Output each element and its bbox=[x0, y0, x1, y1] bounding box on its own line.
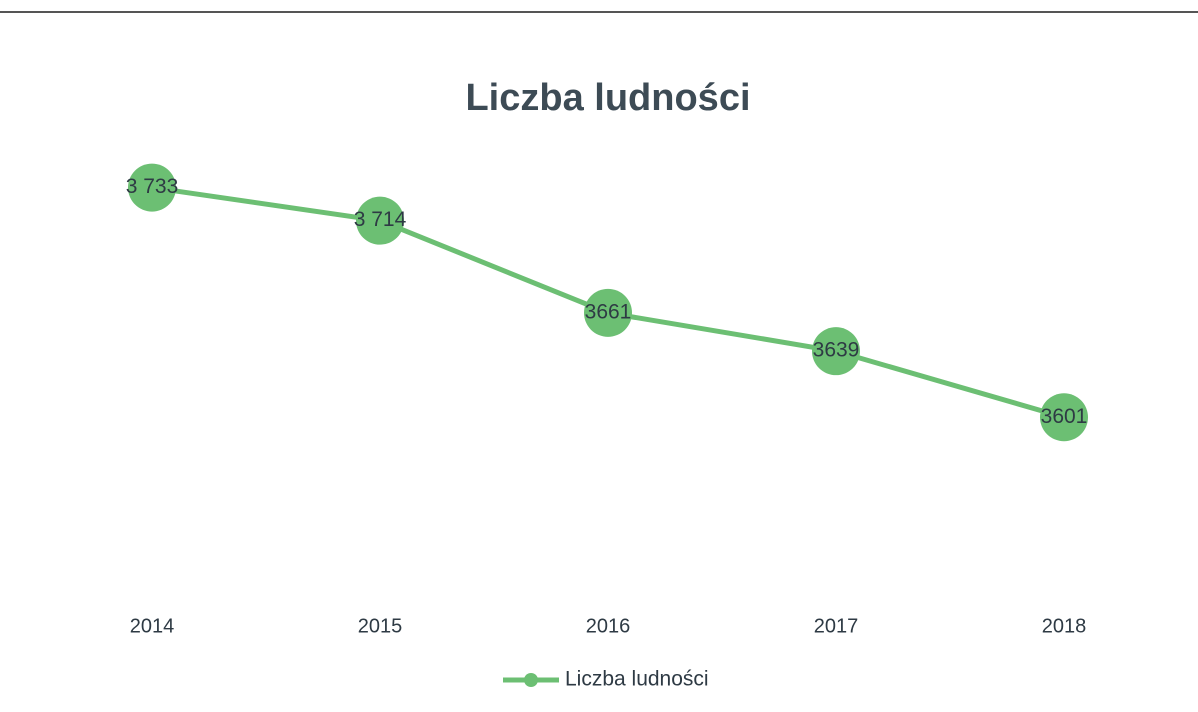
data-label: 3 714 bbox=[354, 208, 407, 231]
x-tick-label: 2017 bbox=[814, 615, 859, 637]
x-tick-label: 2018 bbox=[1042, 615, 1087, 637]
data-label: 3 733 bbox=[126, 175, 179, 198]
point bbox=[812, 327, 860, 376]
x-tick-label: 2016 bbox=[586, 615, 631, 637]
x-tick-label: 2014 bbox=[130, 615, 175, 637]
chart-title: Liczba ludności bbox=[465, 77, 750, 119]
legend-label: Liczba ludności bbox=[565, 668, 709, 691]
point bbox=[128, 163, 176, 212]
data-label: 3661 bbox=[585, 300, 632, 323]
legend-marker bbox=[524, 673, 538, 687]
point bbox=[584, 288, 632, 337]
point bbox=[356, 196, 404, 245]
x-tick-label: 2015 bbox=[358, 615, 403, 637]
point bbox=[1040, 393, 1088, 442]
data-label: 3601 bbox=[1041, 405, 1088, 428]
data-label: 3639 bbox=[813, 339, 860, 362]
